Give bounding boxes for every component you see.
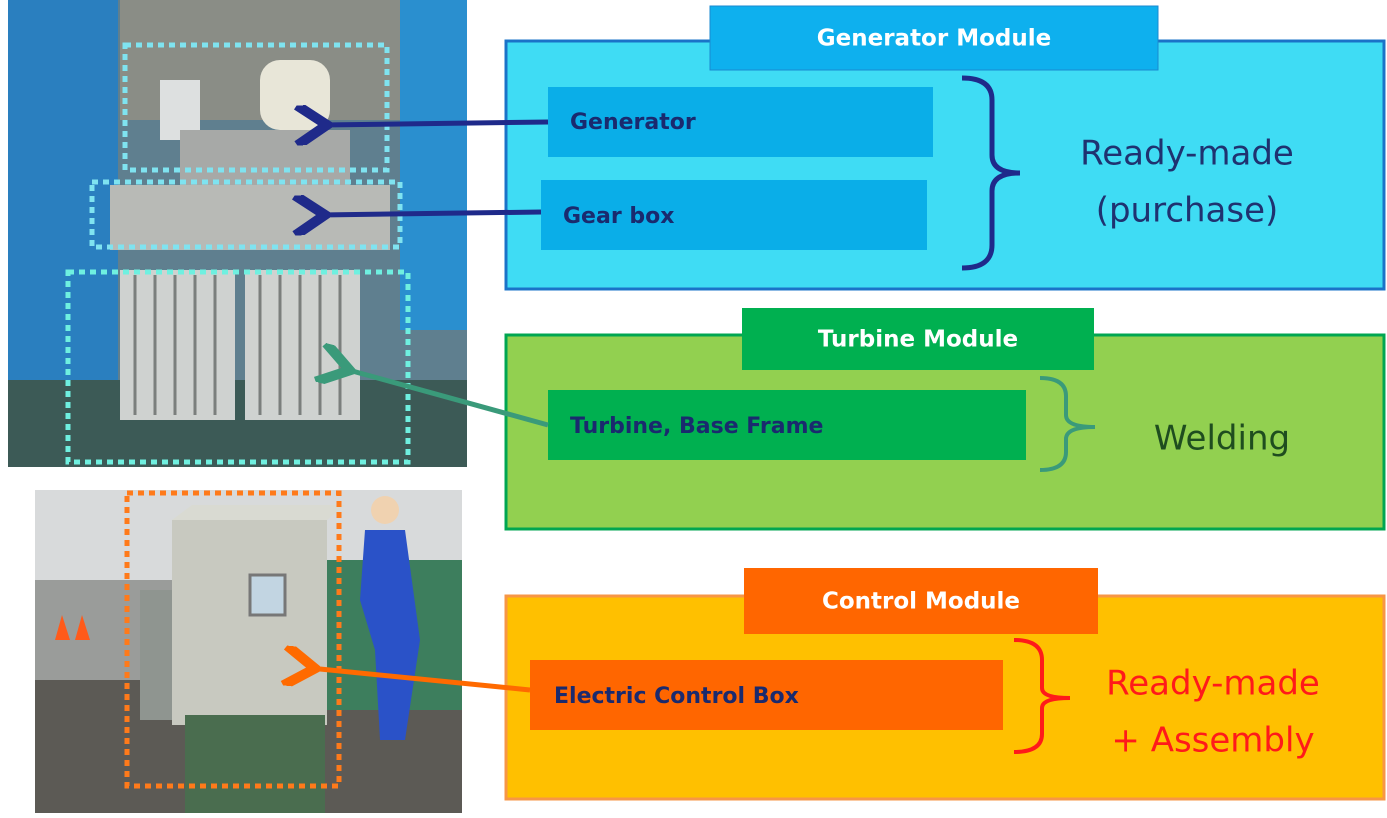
note: Ready-made — [1080, 134, 1294, 174]
item-label: Gear box — [563, 204, 674, 229]
diagram: Generator Module Generator Gear box Read… — [0, 0, 1387, 813]
note: + Assembly — [1111, 721, 1314, 761]
item-label: Generator — [570, 110, 696, 135]
arrow — [322, 122, 548, 125]
arrow — [320, 212, 541, 215]
module-title: Control Module — [822, 589, 1020, 615]
photo-turbine-unit — [8, 0, 467, 467]
photo-control-box — [35, 490, 462, 813]
note: Ready-made — [1106, 664, 1320, 704]
item-label: Electric Control Box — [554, 684, 799, 709]
item-label: Turbine, Base Frame — [570, 414, 823, 439]
note: Welding — [1154, 419, 1290, 459]
module-title: Generator Module — [817, 26, 1051, 52]
note: (purchase) — [1096, 191, 1279, 231]
module-title: Turbine Module — [818, 327, 1018, 353]
